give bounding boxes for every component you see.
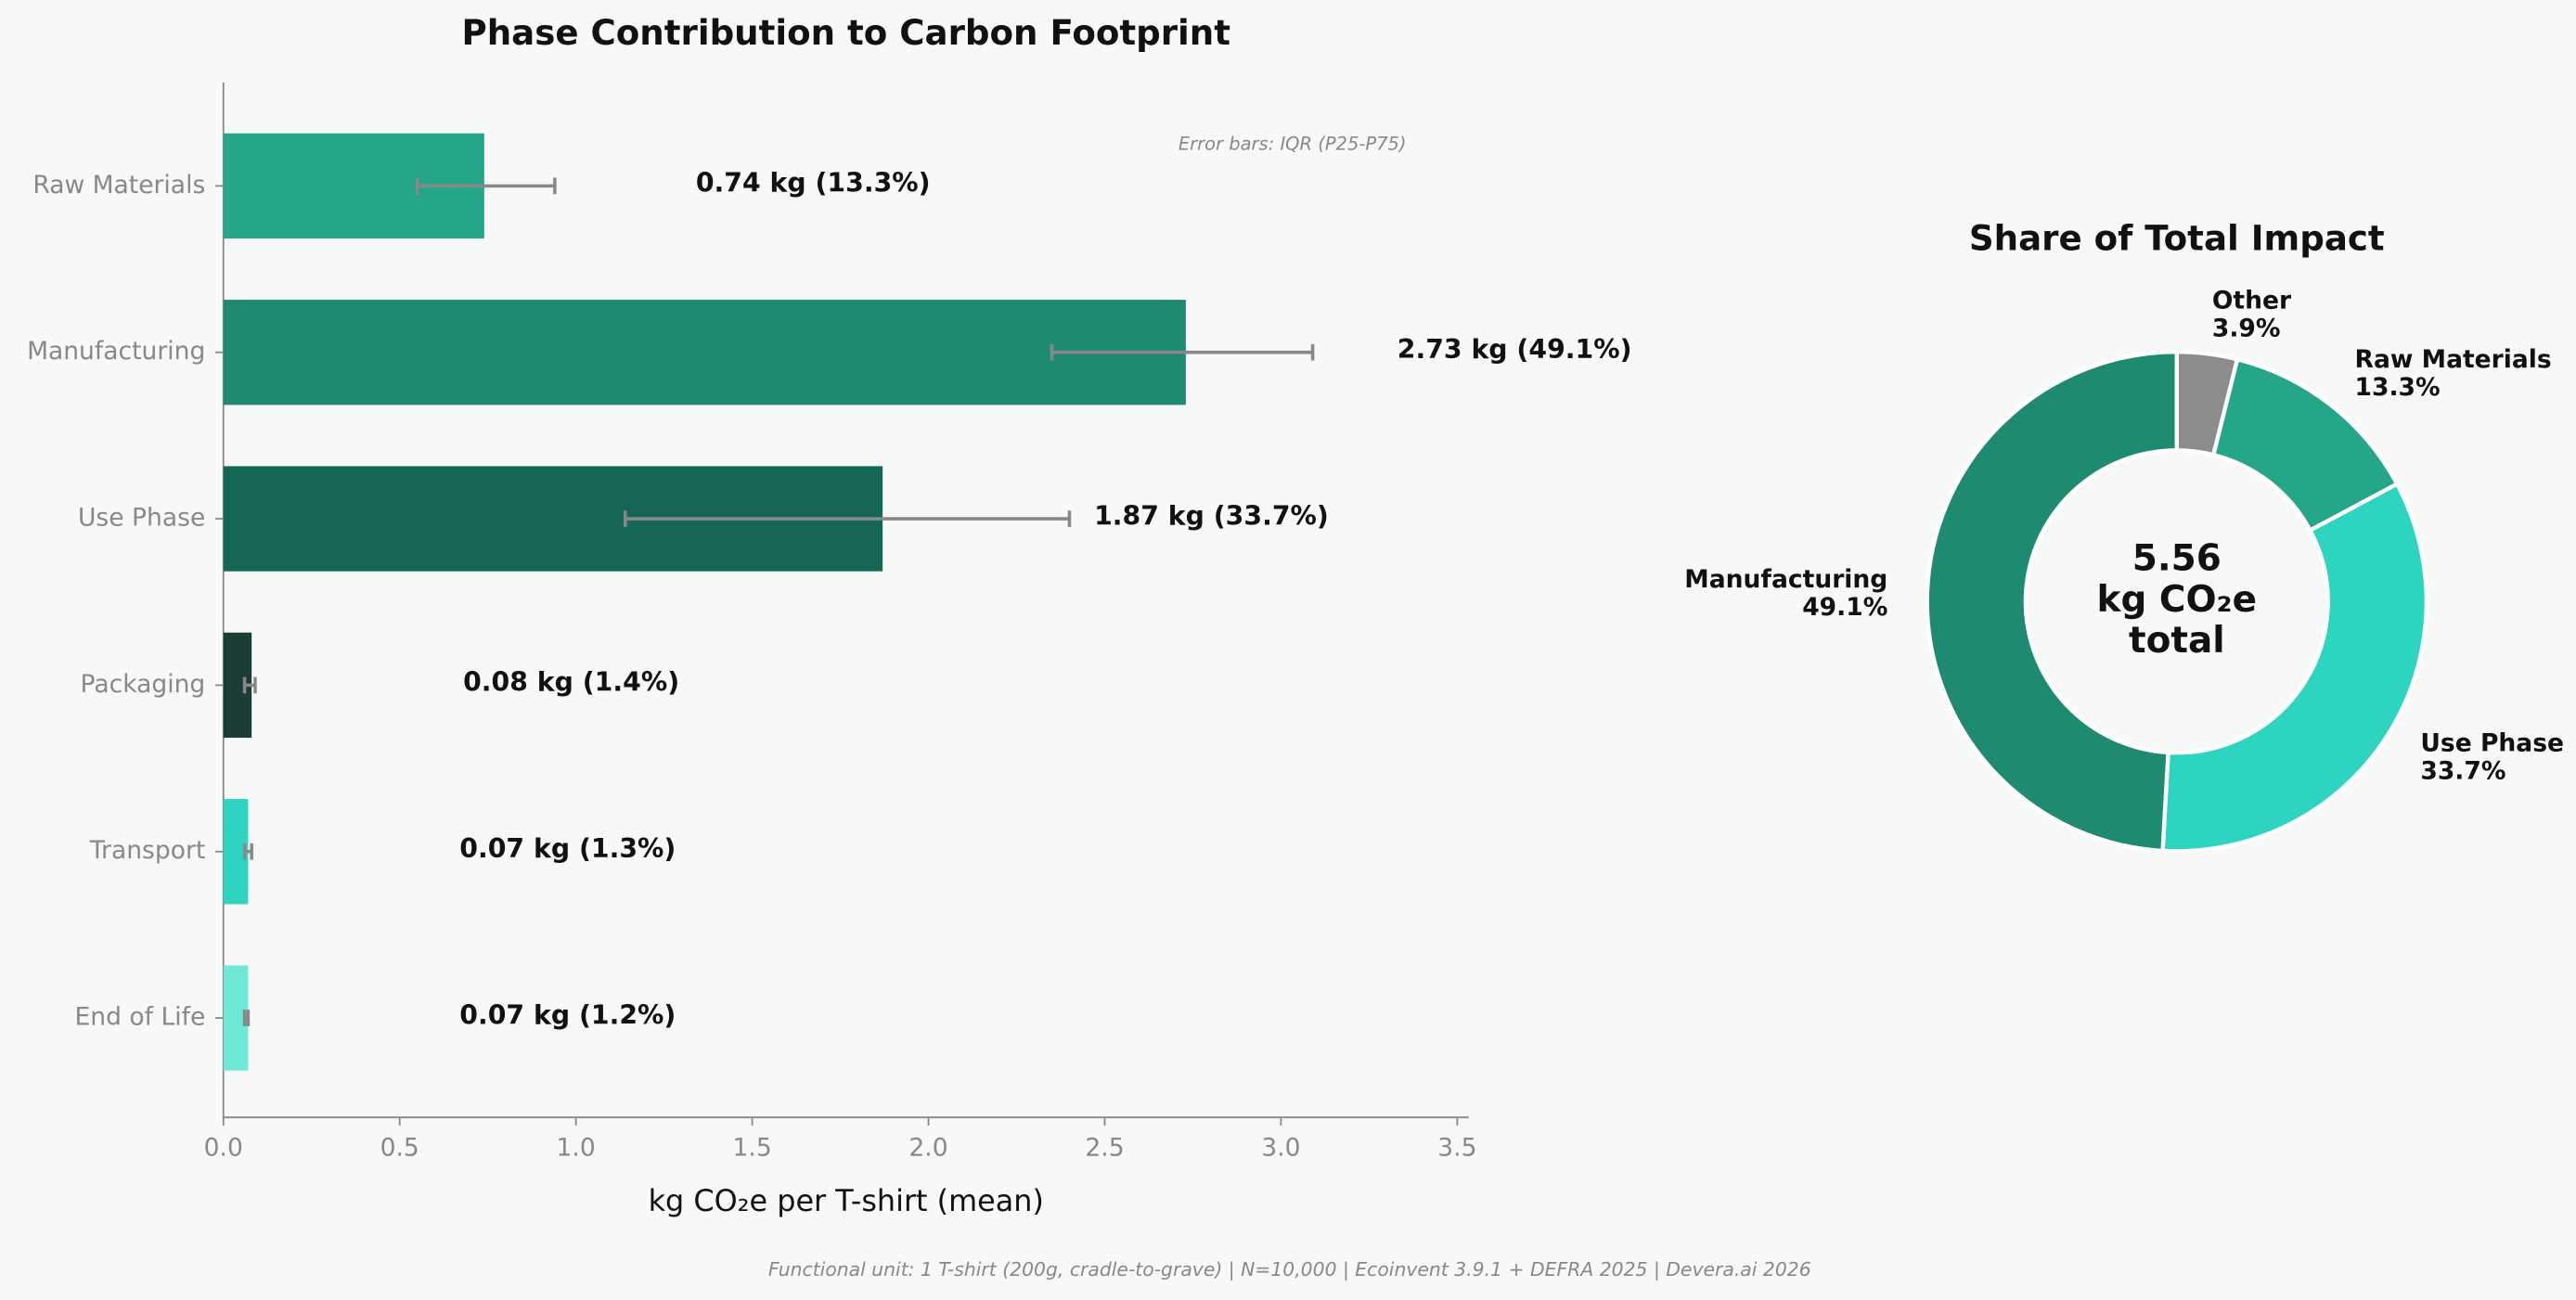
slice-label: Use Phase bbox=[2420, 728, 2564, 757]
annotation: Error bars: IQR (P25-P75) bbox=[1179, 134, 1407, 155]
x-tick-label: 0.5 bbox=[380, 1133, 419, 1162]
value-label: 0.07 kg (1.3%) bbox=[459, 833, 676, 864]
x-tick-label: 0.0 bbox=[204, 1133, 243, 1162]
value-label: 0.74 kg (13.3%) bbox=[696, 168, 931, 199]
slice-label: Manufacturing bbox=[1684, 565, 1887, 594]
bar bbox=[223, 300, 1186, 405]
center-text: 5.56 bbox=[2132, 538, 2222, 580]
bar-title: Phase Contribution to Carbon Footprint bbox=[462, 12, 1231, 53]
value-label: 0.08 kg (1.4%) bbox=[463, 667, 679, 698]
slice-value: 33.7% bbox=[2420, 756, 2505, 785]
footer: Functional unit: 1 T-shirt (200g, cradle… bbox=[768, 1258, 1811, 1281]
x-tick-label: 1.5 bbox=[732, 1133, 771, 1162]
value-label: 0.07 kg (1.2%) bbox=[459, 999, 676, 1030]
slice-value: 3.9% bbox=[2212, 314, 2281, 342]
x-tick-label: 1.0 bbox=[557, 1133, 596, 1162]
y-tick-label: Manufacturing bbox=[27, 337, 205, 366]
center-text: total bbox=[2129, 620, 2225, 662]
x-tick-label: 3.0 bbox=[1261, 1133, 1300, 1162]
x-tick-label: 3.5 bbox=[1437, 1133, 1476, 1162]
slice-label: Raw Materials bbox=[2355, 345, 2552, 374]
y-tick-label: End of Life bbox=[75, 1003, 206, 1032]
value-label: 2.73 kg (49.1%) bbox=[1397, 334, 1632, 365]
y-tick-label: Transport bbox=[89, 836, 206, 865]
donut-title: Share of Total Impact bbox=[1969, 217, 2385, 258]
y-tick-label: Packaging bbox=[81, 670, 206, 699]
y-tick-label: Use Phase bbox=[78, 504, 205, 533]
x-tick-label: 2.5 bbox=[1085, 1133, 1124, 1162]
slice-label: Other bbox=[2212, 286, 2292, 315]
x-tick-label: 2.0 bbox=[908, 1133, 947, 1162]
slice-value: 49.1% bbox=[1802, 593, 1887, 622]
donut-slice bbox=[2160, 481, 2429, 854]
donut-slice bbox=[1925, 349, 2180, 854]
center-text: kg CO₂e bbox=[2097, 579, 2257, 621]
y-tick-label: Raw Materials bbox=[32, 171, 205, 200]
slice-value: 13.3% bbox=[2355, 373, 2441, 402]
x-axis-label: kg CO₂e per T-shirt (mean) bbox=[649, 1183, 1044, 1218]
value-label: 1.87 kg (33.7%) bbox=[1094, 500, 1329, 531]
